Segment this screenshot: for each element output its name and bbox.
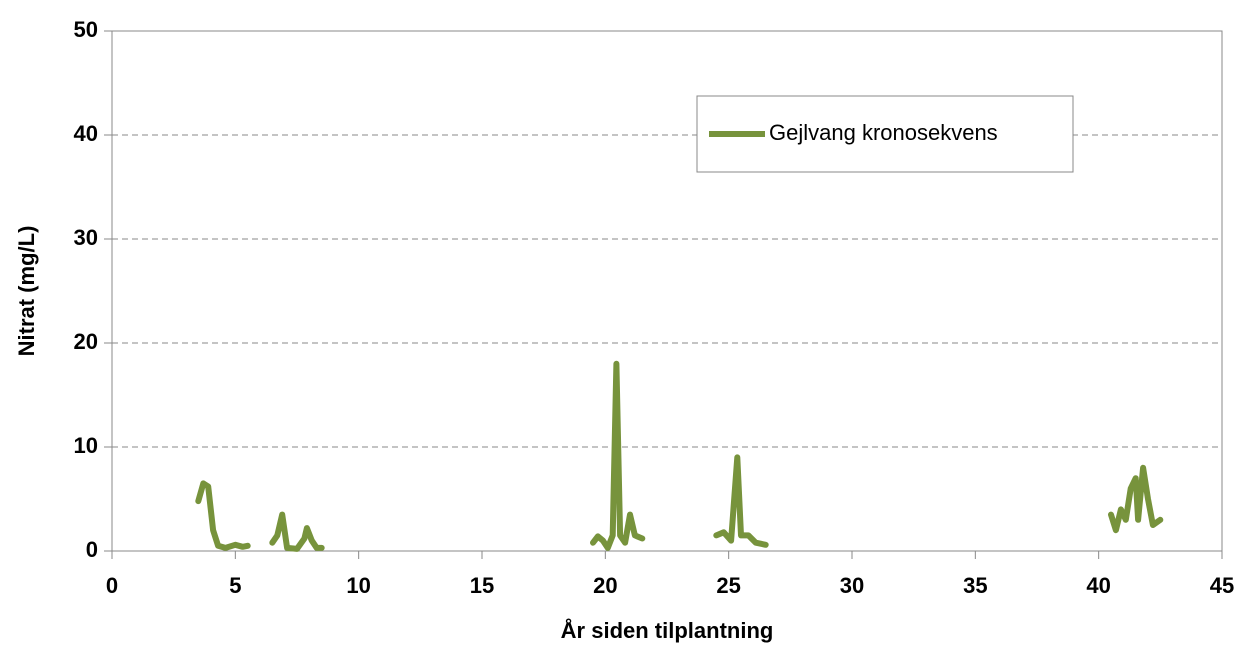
y-tick-label: 0 [86,537,98,562]
data-line [713,454,769,548]
x-tick-label: 10 [346,573,370,598]
data-line [195,480,251,551]
x-tick-label: 0 [106,573,118,598]
x-tick-label: 35 [963,573,987,598]
y-tick-label: 30 [74,225,98,250]
x-tick-label: 5 [229,573,241,598]
x-tick-label: 40 [1086,573,1110,598]
x-tick-label: 20 [593,573,617,598]
x-tick-label: 15 [470,573,494,598]
x-tick-label: 25 [716,573,740,598]
data-line [1108,464,1164,534]
data-line [269,511,325,552]
y-tick-label: 50 [74,17,98,42]
x-tick-label: 45 [1210,573,1234,598]
y-tick-label: 40 [74,121,98,146]
y-axis-title: Nitrat (mg/L) [14,226,39,357]
y-tick-label: 20 [74,329,98,354]
x-axis-title: År siden tilplantning [561,617,774,643]
x-tick-label: 30 [840,573,864,598]
legend-label: Gejlvang kronosekvens [769,120,998,145]
data-line [590,360,646,551]
y-tick-label: 10 [74,433,98,458]
